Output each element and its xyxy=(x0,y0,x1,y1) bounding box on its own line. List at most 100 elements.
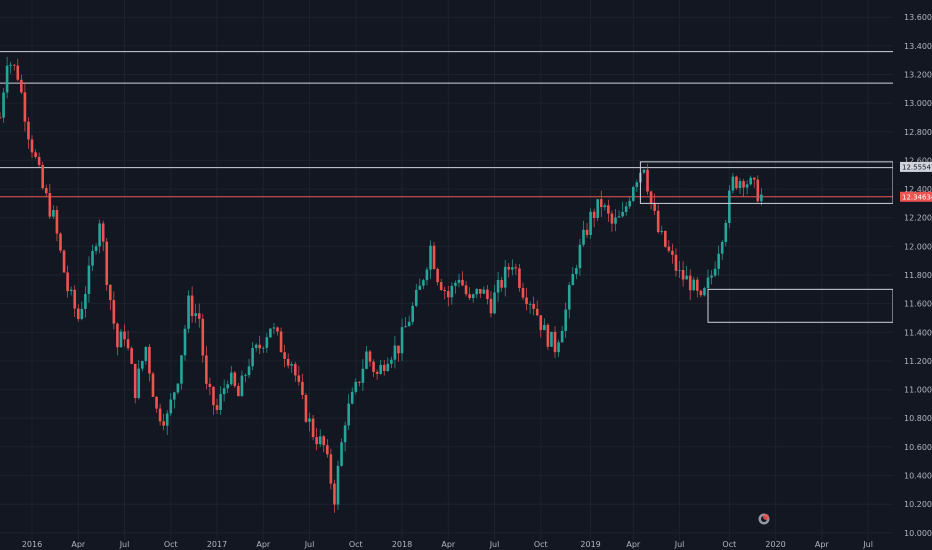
candle-body xyxy=(76,308,80,319)
x-tick-label: Jul xyxy=(674,540,685,549)
candle-body xyxy=(642,169,646,173)
candle-body xyxy=(589,211,592,235)
candle-body xyxy=(155,396,158,409)
candle-body xyxy=(407,321,411,327)
candle-body xyxy=(617,216,621,218)
candle-body xyxy=(215,405,219,410)
candle-body xyxy=(190,295,194,317)
candle-body xyxy=(742,181,745,188)
x-tick-label: 2017 xyxy=(207,540,227,549)
candle-body xyxy=(653,203,656,211)
candle-body xyxy=(365,351,368,369)
y-tick-label: 11.0000 xyxy=(904,386,932,395)
y-tick-label: 12.4000 xyxy=(904,185,932,194)
candle-body xyxy=(269,328,272,338)
candle-body xyxy=(329,454,333,484)
price-tag-label: 12.55547 xyxy=(902,163,932,171)
x-tick-label: Oct xyxy=(349,540,363,549)
candle-body xyxy=(614,217,617,224)
candle-body xyxy=(696,279,699,291)
candle-body xyxy=(717,253,720,269)
candle-body xyxy=(436,268,439,283)
candle-body xyxy=(169,399,173,414)
candle-body xyxy=(80,308,84,319)
candle-body xyxy=(507,266,511,270)
candle-body xyxy=(496,279,500,293)
candle-body xyxy=(318,436,322,445)
candle-body xyxy=(176,383,180,393)
y-tick-label: 11.6000 xyxy=(904,300,932,309)
candle-body xyxy=(738,181,742,189)
candle-body xyxy=(674,254,678,271)
x-tick-label: 2018 xyxy=(392,540,412,549)
price-tags: 12.55547 12.34634 xyxy=(900,161,932,202)
candle-body xyxy=(703,288,706,296)
candle-body xyxy=(123,331,126,340)
price-axis-background[interactable] xyxy=(893,0,932,550)
candle-body xyxy=(375,371,379,374)
candle-body xyxy=(308,418,311,422)
candle-body xyxy=(567,285,571,310)
candle-body xyxy=(141,361,144,369)
y-tick-label: 13.4000 xyxy=(904,42,932,51)
candle-body xyxy=(429,245,432,270)
time-axis[interactable]: 2016 Apr Jul Oct 2017 Apr Jul Oct 2018 Apr Jul Oct 2… xyxy=(22,540,873,549)
candle-body xyxy=(251,348,254,367)
candle-body xyxy=(414,289,418,306)
x-tick-label: Oct xyxy=(722,540,736,549)
y-tick-label: 10.4000 xyxy=(904,472,932,481)
price-tag-box xyxy=(900,161,932,172)
candle-body xyxy=(301,381,304,395)
candle-body xyxy=(59,233,62,251)
candle-body xyxy=(393,345,397,360)
candle-body xyxy=(222,388,226,395)
candle-body xyxy=(468,294,471,299)
candle-body xyxy=(219,394,222,410)
candle-body xyxy=(521,287,525,298)
candle-body xyxy=(304,394,308,422)
candle-body xyxy=(258,344,262,349)
candle-body xyxy=(688,275,692,291)
y-tick-label: 12.2000 xyxy=(904,214,932,223)
price-tag-box xyxy=(900,191,932,202)
x-tick-label: Apr xyxy=(815,540,830,549)
candle-body xyxy=(34,152,37,157)
candle-body xyxy=(187,295,190,329)
candle-body xyxy=(5,65,9,93)
candle-body xyxy=(454,282,457,286)
candle-body xyxy=(265,337,269,348)
candle-body xyxy=(500,279,503,288)
candle-body xyxy=(610,213,614,224)
candle-body xyxy=(16,65,20,80)
candle-body xyxy=(105,241,109,285)
candle-body xyxy=(560,330,564,343)
candle-body xyxy=(735,176,738,189)
x-tick-label: Apr xyxy=(256,540,271,549)
price-axis[interactable]: 10.0000 10.2000 10.4000 10.6000 10.8000 11.00… xyxy=(904,13,932,538)
candle-body xyxy=(41,165,44,189)
candle-body xyxy=(261,347,265,349)
candle-body xyxy=(599,199,603,208)
candle-body xyxy=(543,324,546,331)
candle-body xyxy=(397,345,400,354)
candle-body xyxy=(585,229,589,235)
candle-body xyxy=(382,364,386,371)
candle-body xyxy=(133,363,137,398)
candle-body xyxy=(162,421,165,426)
candle-body xyxy=(422,280,425,286)
candle-body xyxy=(336,465,340,505)
candle-body xyxy=(293,364,297,376)
y-tick-label: 12.8000 xyxy=(904,128,932,137)
candle-body xyxy=(0,117,2,119)
candle-body xyxy=(229,372,233,385)
candle-body xyxy=(471,294,475,299)
candle-body xyxy=(404,326,407,328)
candle-body xyxy=(681,269,685,280)
candle-body xyxy=(165,413,169,426)
candle-body xyxy=(208,383,212,387)
candle-body xyxy=(226,384,229,389)
candle-body xyxy=(112,300,116,324)
candle-body xyxy=(475,288,479,295)
